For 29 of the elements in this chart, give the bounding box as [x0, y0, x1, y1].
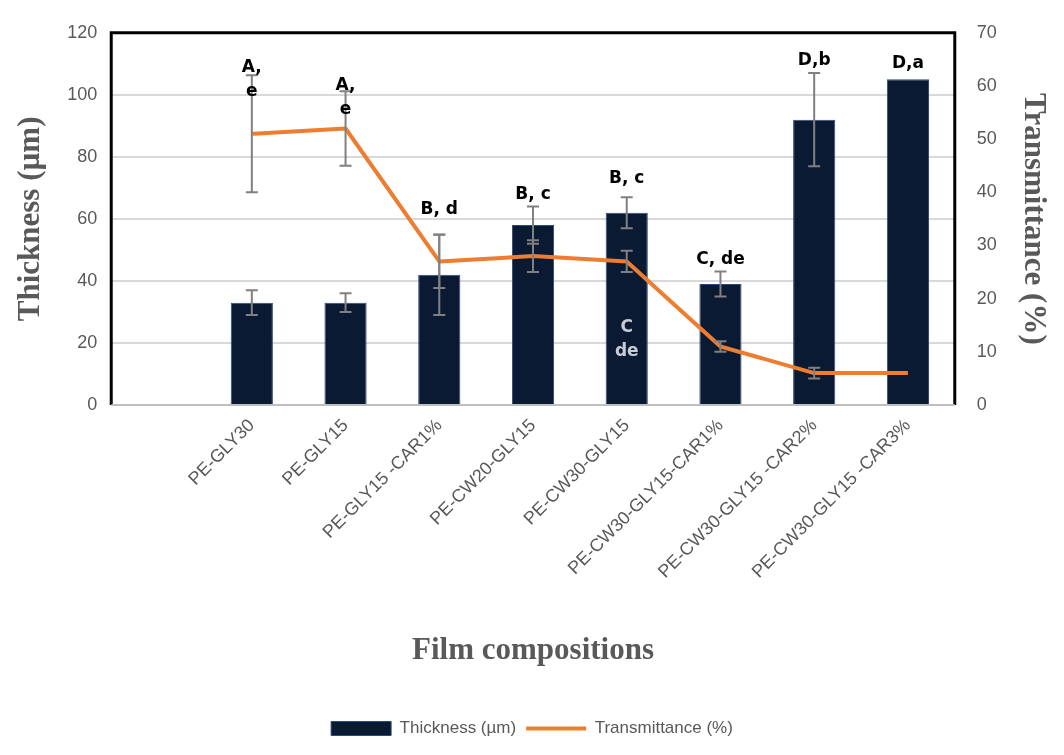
y-tick-label: 120 — [67, 21, 98, 42]
y-tick-label: 20 — [77, 331, 98, 352]
y2-tick-label: 70 — [976, 21, 997, 42]
y2-tick-label: 60 — [976, 74, 997, 95]
annotation: D,b — [797, 49, 831, 70]
annotation: C, de — [696, 247, 745, 268]
annotation: B, c — [515, 182, 551, 203]
y2-tick-label: 30 — [976, 234, 997, 255]
annotation: C de — [614, 316, 639, 361]
annotation: D,a — [891, 52, 924, 73]
annotation: A, e — [241, 55, 262, 100]
y2-axis-title: Transmittance (%) — [1018, 93, 1054, 345]
y-axis-title: Thickness (µm) — [10, 116, 46, 322]
legend-label: Thickness (µm) — [399, 718, 517, 738]
annotation: B, d — [420, 198, 459, 219]
y2-tick-label: 40 — [976, 181, 997, 202]
y2-tick-label: 20 — [976, 287, 997, 308]
y-tick-label: 80 — [77, 145, 98, 166]
annotation: B, c — [609, 166, 645, 187]
y2-tick-label: 0 — [976, 393, 987, 414]
legend-label: Transmittance (%) — [594, 718, 733, 738]
y2-tick-label: 10 — [976, 340, 997, 361]
y-tick-label: 100 — [67, 83, 98, 104]
y-tick-label: 60 — [77, 207, 98, 228]
y-tick-label: 0 — [87, 393, 98, 414]
y2-tick-label: 50 — [976, 128, 997, 149]
x-axis-title: Film compositions — [412, 631, 654, 667]
y-tick-label: 40 — [77, 269, 98, 290]
annotation: A, e — [335, 74, 356, 119]
